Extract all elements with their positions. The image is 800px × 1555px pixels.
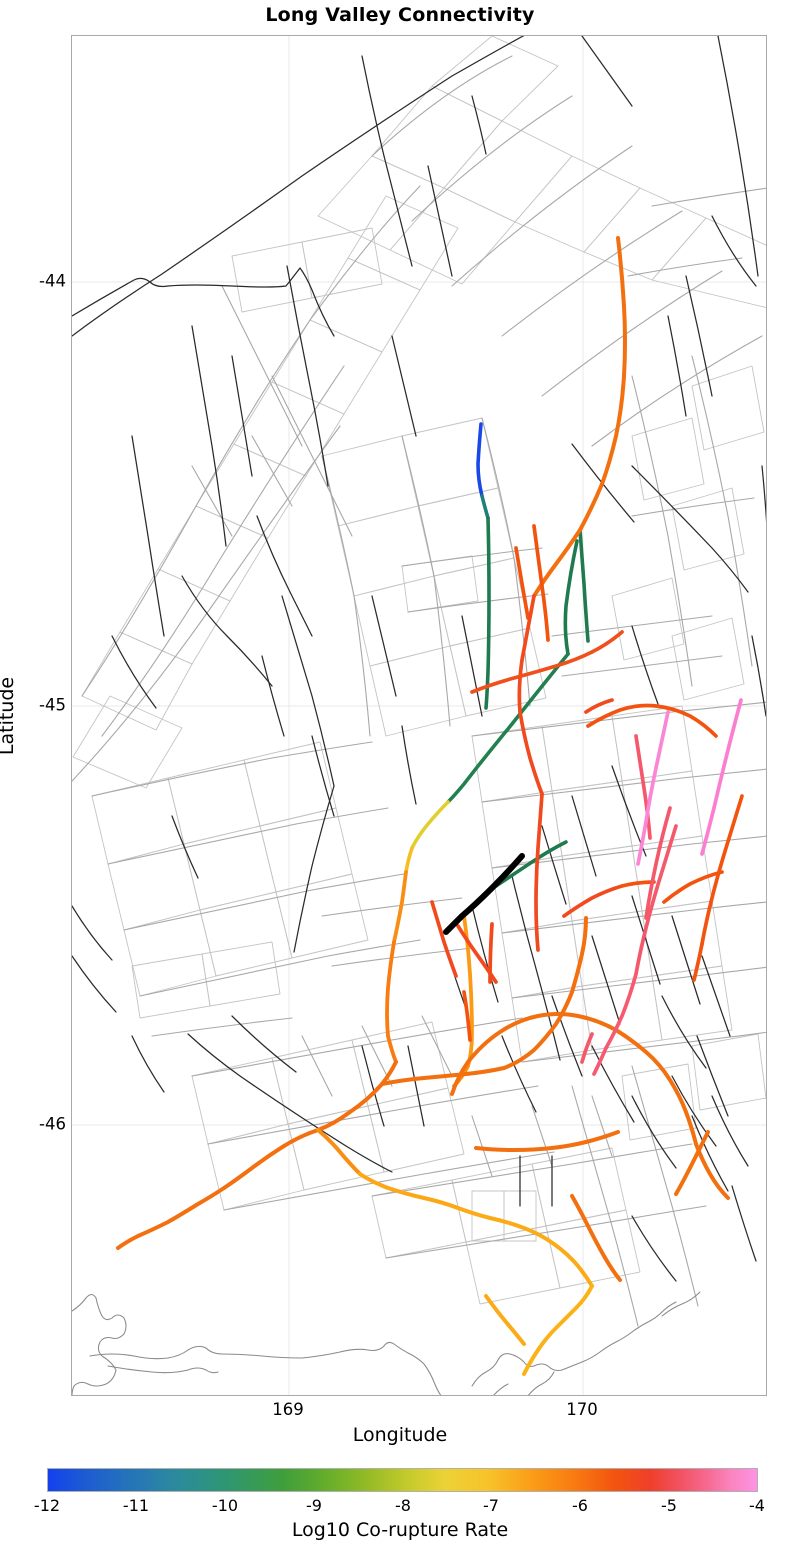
section-s05 xyxy=(563,539,579,656)
grid-lines xyxy=(72,36,766,1395)
section-s33 xyxy=(532,524,550,642)
section-s31 xyxy=(578,236,627,532)
colorbar-tick-1: -11 xyxy=(122,1496,150,1515)
colorbar-tick-8: -4 xyxy=(749,1496,765,1515)
section-s30 xyxy=(570,1194,622,1282)
colorbar-tick-2: -10 xyxy=(211,1496,239,1515)
section-s32 xyxy=(532,528,582,598)
section-s58 xyxy=(644,710,670,824)
section-s26 xyxy=(456,1206,594,1288)
section-s56 xyxy=(712,698,743,810)
section-s01 xyxy=(476,422,484,498)
colorbar-tick-0: -12 xyxy=(33,1496,61,1515)
colorbar-tick-4: -8 xyxy=(395,1496,411,1515)
section-s51 xyxy=(634,824,678,976)
section-s50 xyxy=(662,870,724,904)
section-s29 xyxy=(674,1130,710,1196)
section-s48 xyxy=(700,794,744,946)
colorbar-container[interactable] xyxy=(47,1468,758,1492)
section-s43 xyxy=(430,900,458,978)
section-s39 xyxy=(534,792,544,952)
colorbar-tick-7: -5 xyxy=(661,1496,677,1515)
colorbar-tick-3: -9 xyxy=(306,1496,322,1515)
source-fault-trace xyxy=(443,853,525,935)
section-s35 xyxy=(517,594,536,714)
ytick-label-1: -45 xyxy=(39,695,66,715)
section-s27 xyxy=(522,1284,594,1376)
section-s20 xyxy=(502,990,574,1070)
section-s09 xyxy=(404,846,414,874)
section-s21 xyxy=(570,916,588,994)
section-s03 xyxy=(484,516,491,710)
section-s08 xyxy=(410,800,450,850)
section-s59 xyxy=(636,820,648,866)
section-s24 xyxy=(474,1140,588,1152)
xtick-label-0: 169 xyxy=(272,1400,304,1419)
section-s49 xyxy=(692,942,704,982)
section-s17 xyxy=(316,1128,362,1176)
section-s38 xyxy=(590,630,624,654)
x-axis-label: Longitude xyxy=(352,1424,448,1446)
section-s34 xyxy=(514,546,530,620)
ytick-label-2: -46 xyxy=(39,1114,66,1134)
colorbar-tick-5: -7 xyxy=(483,1496,499,1515)
section-s60 xyxy=(644,806,672,920)
ytick-label-0: -44 xyxy=(39,271,66,291)
page-title: Long Valley Connectivity xyxy=(265,4,535,26)
section-s53 xyxy=(592,1046,608,1076)
section-s37 xyxy=(470,650,594,694)
fault-traces-grey xyxy=(72,55,766,1327)
map-plot-area[interactable] xyxy=(71,35,767,1396)
section-s46 xyxy=(586,703,718,738)
section-s54 xyxy=(634,734,652,840)
section-s10 xyxy=(392,870,408,944)
fault-map xyxy=(72,36,766,1395)
xtick-label-1: 170 xyxy=(566,1400,598,1419)
section-s19 xyxy=(380,1066,506,1086)
section-s55 xyxy=(580,1032,594,1064)
section-s02 xyxy=(480,494,490,520)
section-s23 xyxy=(694,1142,730,1200)
section-s41 xyxy=(456,924,498,984)
section-s28 xyxy=(484,1294,526,1346)
section-s11 xyxy=(385,940,396,1038)
section-s16 xyxy=(116,1186,226,1250)
section-s22 xyxy=(450,1012,698,1146)
section-s18 xyxy=(358,1172,460,1210)
section-s47 xyxy=(584,698,614,714)
section-s40 xyxy=(488,922,494,984)
section-s07 xyxy=(494,840,568,888)
fault-plane-polygons xyxy=(72,36,766,1305)
section-s57 xyxy=(700,806,716,856)
section-s44 xyxy=(562,884,624,918)
section-s25 xyxy=(584,1130,620,1144)
section-s52 xyxy=(604,972,638,1050)
section-s13 xyxy=(462,914,474,1068)
colorbar-label: Log10 Co-rupture Rate xyxy=(291,1519,509,1541)
coastline xyxy=(72,1291,701,1395)
section-s06 xyxy=(446,652,570,804)
colorbar-gradient xyxy=(47,1468,758,1492)
y-axis-label: Latitude xyxy=(0,676,18,756)
colorbar-tick-6: -6 xyxy=(572,1496,588,1515)
section-s42 xyxy=(462,990,472,1042)
connected-fault-sections xyxy=(116,236,744,1376)
section-s04 xyxy=(578,528,590,643)
section-s36 xyxy=(518,710,544,796)
fault-traces-black xyxy=(72,36,766,1282)
